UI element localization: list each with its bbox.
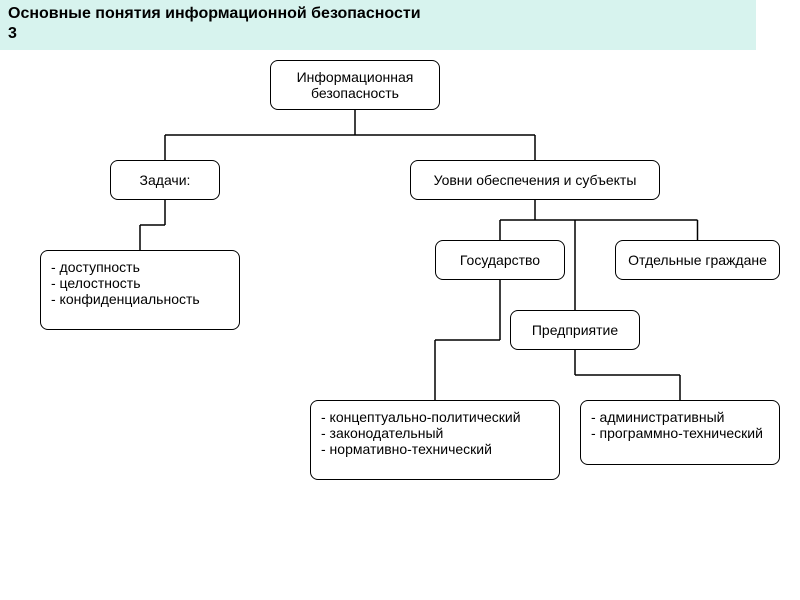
page-header: Основные понятия информационной безопасн… <box>0 0 756 50</box>
page-title: Основные понятия информационной безопасн… <box>8 4 748 24</box>
node-label: Государство <box>460 252 540 268</box>
node-label: Отдельные граждане <box>628 252 767 268</box>
node-tasksList: - доступность - целостность - конфиденци… <box>40 250 240 330</box>
node-label: - административный - программно-техничес… <box>591 409 763 441</box>
node-levels: Уовни обеспечения и субъекты <box>410 160 660 200</box>
node-state: Государство <box>435 240 565 280</box>
node-label: - доступность - целостность - конфиденци… <box>51 259 200 307</box>
node-label: Задачи: <box>140 172 191 188</box>
node-enterprise: Предприятие <box>510 310 640 350</box>
node-label: Уовни обеспечения и субъекты <box>434 172 637 188</box>
node-label: Предприятие <box>532 322 618 338</box>
page-number: 3 <box>8 24 748 44</box>
node-stateList: - концептуально-политический - законодат… <box>310 400 560 480</box>
node-label: Информационная безопасность <box>297 69 414 101</box>
node-tasks: Задачи: <box>110 160 220 200</box>
node-citizens: Отдельные граждане <box>615 240 780 280</box>
node-entList: - административный - программно-техничес… <box>580 400 780 465</box>
node-root: Информационная безопасность <box>270 60 440 110</box>
node-label: - концептуально-политический - законодат… <box>321 409 521 457</box>
